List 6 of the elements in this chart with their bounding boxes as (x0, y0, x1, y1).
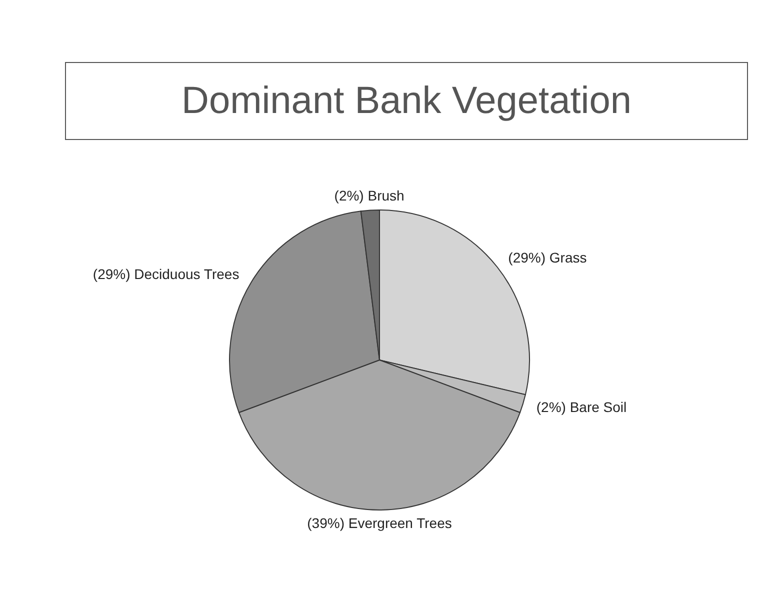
slice-label: (29%) Deciduous Trees (92, 266, 240, 282)
slice-label: (29%) Grass (508, 249, 587, 266)
slice-label: (2%) Bare Soil (536, 398, 627, 415)
slice-label: (39%) Evergreen Trees (307, 515, 452, 531)
title-frame: Dominant Bank Vegetation (65, 62, 748, 140)
slice-label: (2%) Brush (334, 187, 404, 204)
